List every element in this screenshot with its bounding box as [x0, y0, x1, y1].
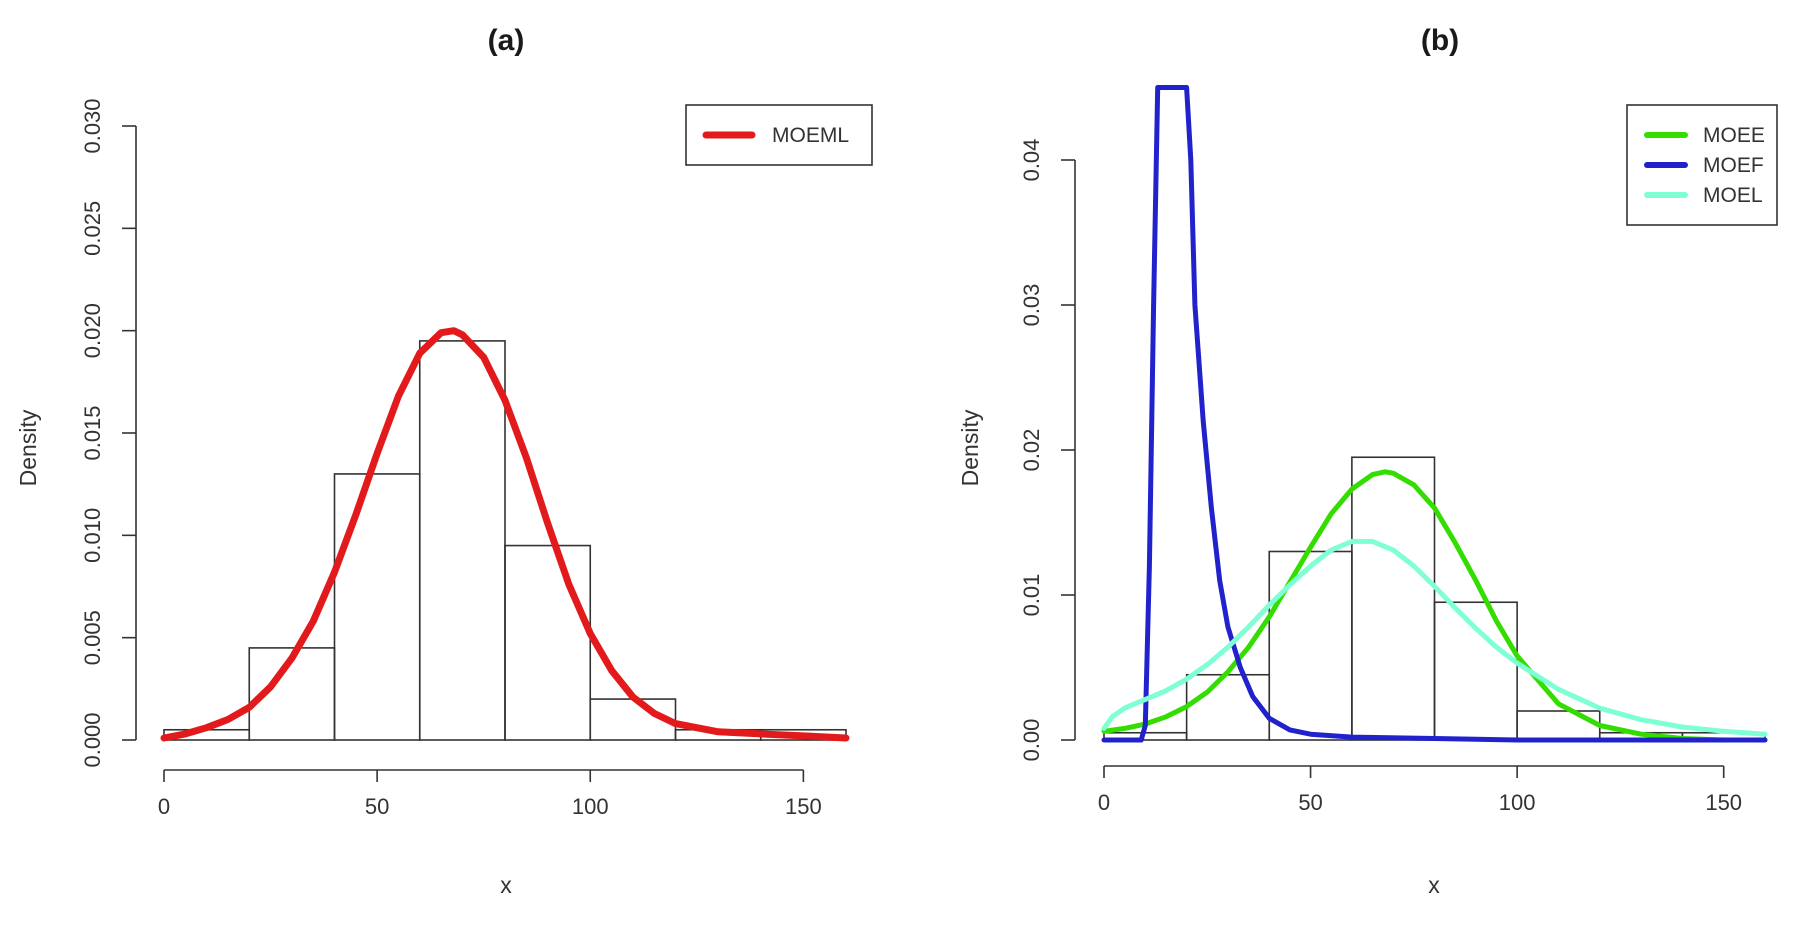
y-tick-label: 0.03 — [1019, 284, 1044, 327]
histogram-bar — [1516, 710, 1601, 741]
series-line-moeml — [160, 327, 850, 742]
panel-a-x-axis-label: x — [500, 872, 512, 898]
y-tick-label: 0.000 — [80, 712, 105, 767]
y-tick-label: 0.020 — [80, 303, 105, 358]
panel-a-y-axis-label: Density — [15, 409, 41, 486]
x-tick-label: 100 — [1499, 790, 1536, 815]
histogram-bar — [1268, 550, 1353, 741]
panel-b-title: (b) — [1421, 24, 1459, 57]
histogram-bar — [504, 544, 592, 741]
x-tick-label: 50 — [365, 794, 389, 819]
histogram-bar — [1433, 601, 1518, 741]
histogram-bar — [418, 340, 506, 741]
y-tick-label: 0.01 — [1019, 574, 1044, 617]
panel-a-curves — [160, 327, 850, 742]
panel-a: (a) x Density 0 50 100 150 0.000 0.005 0.010 0.… — [15, 24, 873, 898]
panel-b-curves — [1101, 85, 1768, 743]
series-line-moee — [1101, 469, 1768, 743]
y-tick-label: 0.025 — [80, 201, 105, 256]
y-tick-label: 0.010 — [80, 508, 105, 563]
y-tick-label: 0.005 — [80, 610, 105, 665]
histogram-bar — [1351, 456, 1436, 741]
panel-a-legend: MOEML — [685, 104, 873, 166]
panel-b-axes: 0 50 100 150 0.00 0.01 0.02 0.03 0.04 — [1019, 139, 1742, 815]
panel-b-y-axis-label: Density — [957, 409, 983, 486]
x-tick-label: 150 — [1705, 790, 1742, 815]
series-line-moel — [1101, 538, 1768, 737]
panel-b-x-axis-label: x — [1428, 872, 1440, 898]
panel-b-legend: MOEE MOEF MOEL — [1626, 104, 1778, 226]
series-line-moef — [1101, 85, 1768, 743]
legend-label-moel: MOEL — [1703, 184, 1763, 207]
x-tick-label: 0 — [1098, 790, 1110, 815]
legend-label-moeml: MOEML — [772, 124, 849, 147]
y-tick-label: 0.030 — [80, 98, 105, 153]
y-tick-label: 0.04 — [1019, 139, 1044, 182]
panel-a-title: (a) — [488, 24, 525, 57]
panel-a-histogram — [163, 340, 847, 741]
x-tick-label: 150 — [785, 794, 822, 819]
histogram-bar — [1185, 673, 1271, 741]
x-tick-label: 0 — [158, 794, 170, 819]
x-tick-label: 100 — [572, 794, 609, 819]
y-tick-label: 0.00 — [1019, 719, 1044, 762]
panel-a-axes: 0 50 100 150 0.000 0.005 0.010 0.015 0.020 0.025 0… — [80, 98, 822, 819]
histogram-bar — [333, 473, 421, 741]
legend-label-moee: MOEE — [1703, 124, 1765, 147]
x-tick-label: 50 — [1298, 790, 1322, 815]
panel-b: (b) x Density 0 50 100 1500.000.010.020.030… — [957, 24, 1778, 898]
y-tick-label: 0.015 — [80, 405, 105, 460]
legend-label-moef: MOEF — [1703, 154, 1764, 177]
y-tick-label: 0.02 — [1019, 429, 1044, 472]
